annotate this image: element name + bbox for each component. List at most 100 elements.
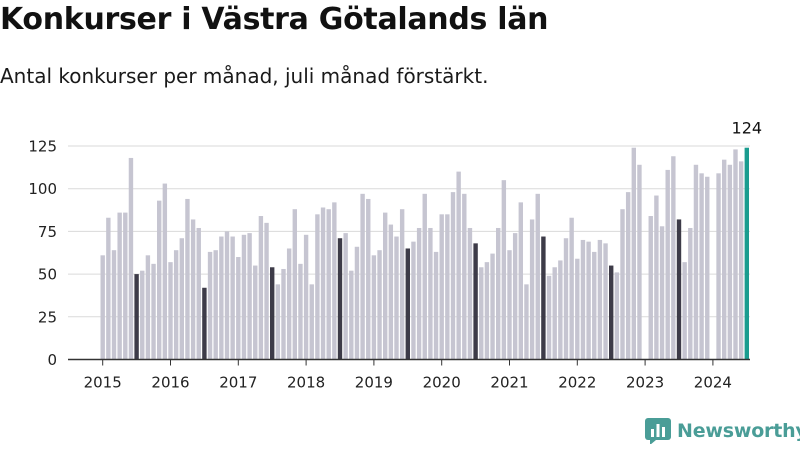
bar: [354, 246, 360, 360]
bar-chart-icon: [645, 418, 671, 444]
bar: [744, 147, 749, 360]
bar: [439, 214, 444, 360]
bar: [727, 164, 733, 360]
bar: [173, 250, 179, 360]
bar: [185, 198, 190, 360]
bar: [100, 255, 105, 360]
bar: [286, 248, 292, 360]
bar: [140, 270, 145, 360]
x-tick-label: 2021: [490, 374, 528, 392]
bar: [377, 250, 382, 360]
bar: [399, 209, 405, 360]
bar: [270, 267, 275, 360]
bar: [575, 258, 580, 360]
bar: [422, 193, 427, 360]
bar: [190, 219, 196, 360]
bar: [682, 262, 687, 360]
x-tick-label: 2022: [558, 374, 596, 392]
bar: [699, 173, 704, 360]
x-tick-label: 2024: [694, 374, 732, 392]
bar: [128, 157, 134, 360]
bar: [117, 212, 122, 360]
bar: [337, 238, 343, 360]
bar: [394, 236, 399, 360]
newsworthy-logo: Newsworthy: [645, 418, 800, 444]
bar: [586, 241, 591, 360]
brand-name: Newsworthy: [677, 420, 800, 442]
bar: [383, 212, 388, 360]
y-tick-label: 75: [38, 223, 57, 241]
bar: [106, 217, 111, 360]
bar: [332, 202, 337, 360]
bar: [320, 207, 326, 360]
bar: [230, 236, 235, 360]
bar: [450, 192, 456, 360]
bar: [518, 202, 523, 360]
bar: [162, 183, 168, 360]
y-axis-labels: 0 25 50 75 100 125: [28, 138, 57, 370]
bar: [292, 209, 297, 360]
bar: [705, 176, 710, 360]
bar: [411, 241, 416, 360]
bar: [512, 233, 518, 360]
bar: [326, 209, 331, 360]
bar: [315, 214, 320, 360]
bar: [688, 227, 693, 360]
x-tick-label: 2015: [84, 374, 122, 392]
x-tick-label: 2023: [626, 374, 664, 392]
bar: [496, 227, 501, 360]
bar: [111, 250, 117, 360]
y-tick-label: 25: [38, 308, 57, 326]
bar: [213, 250, 218, 360]
bar: [535, 193, 540, 360]
bar: [569, 217, 574, 360]
bar: [546, 275, 552, 360]
bar: [738, 161, 744, 360]
bar: [552, 267, 557, 360]
bar: [648, 216, 653, 360]
bar: [665, 169, 670, 360]
bar: [580, 239, 586, 360]
bar: [563, 238, 569, 360]
bar: [157, 200, 162, 360]
bar: [529, 219, 535, 360]
latest-value-label: 124: [732, 119, 763, 138]
bar: [196, 227, 201, 360]
bar: [281, 268, 286, 360]
annotations: 124: [732, 119, 763, 138]
bar: [445, 214, 450, 360]
bar: [219, 236, 224, 360]
bar: [433, 251, 439, 360]
bar: [597, 239, 603, 360]
bar: [733, 149, 738, 360]
bar: [145, 255, 151, 360]
bar: [298, 263, 303, 360]
x-tick-label: 2016: [151, 374, 189, 392]
bar: [501, 180, 507, 360]
bar: [722, 159, 727, 360]
bar: [507, 250, 512, 360]
bar: [428, 227, 433, 360]
bar: [479, 267, 484, 360]
bar: [467, 227, 473, 360]
bar: [258, 216, 264, 360]
bar: [484, 262, 490, 360]
bar: [631, 147, 636, 360]
bar: [541, 236, 546, 360]
bar: [625, 192, 631, 360]
bar: [123, 212, 128, 360]
y-tick-label: 0: [47, 351, 57, 369]
chart-subtitle: Antal konkurser per månad, juli månad fö…: [0, 64, 489, 88]
bar: [168, 262, 173, 360]
x-tick-label: 2018: [287, 374, 325, 392]
bar: [236, 257, 241, 360]
bar: [676, 219, 682, 360]
bar: [462, 193, 467, 360]
bar: [490, 253, 495, 360]
bar: [241, 234, 247, 360]
bar: [614, 272, 620, 360]
bar: [253, 265, 258, 360]
bar: [151, 263, 156, 360]
bar: [693, 164, 699, 360]
